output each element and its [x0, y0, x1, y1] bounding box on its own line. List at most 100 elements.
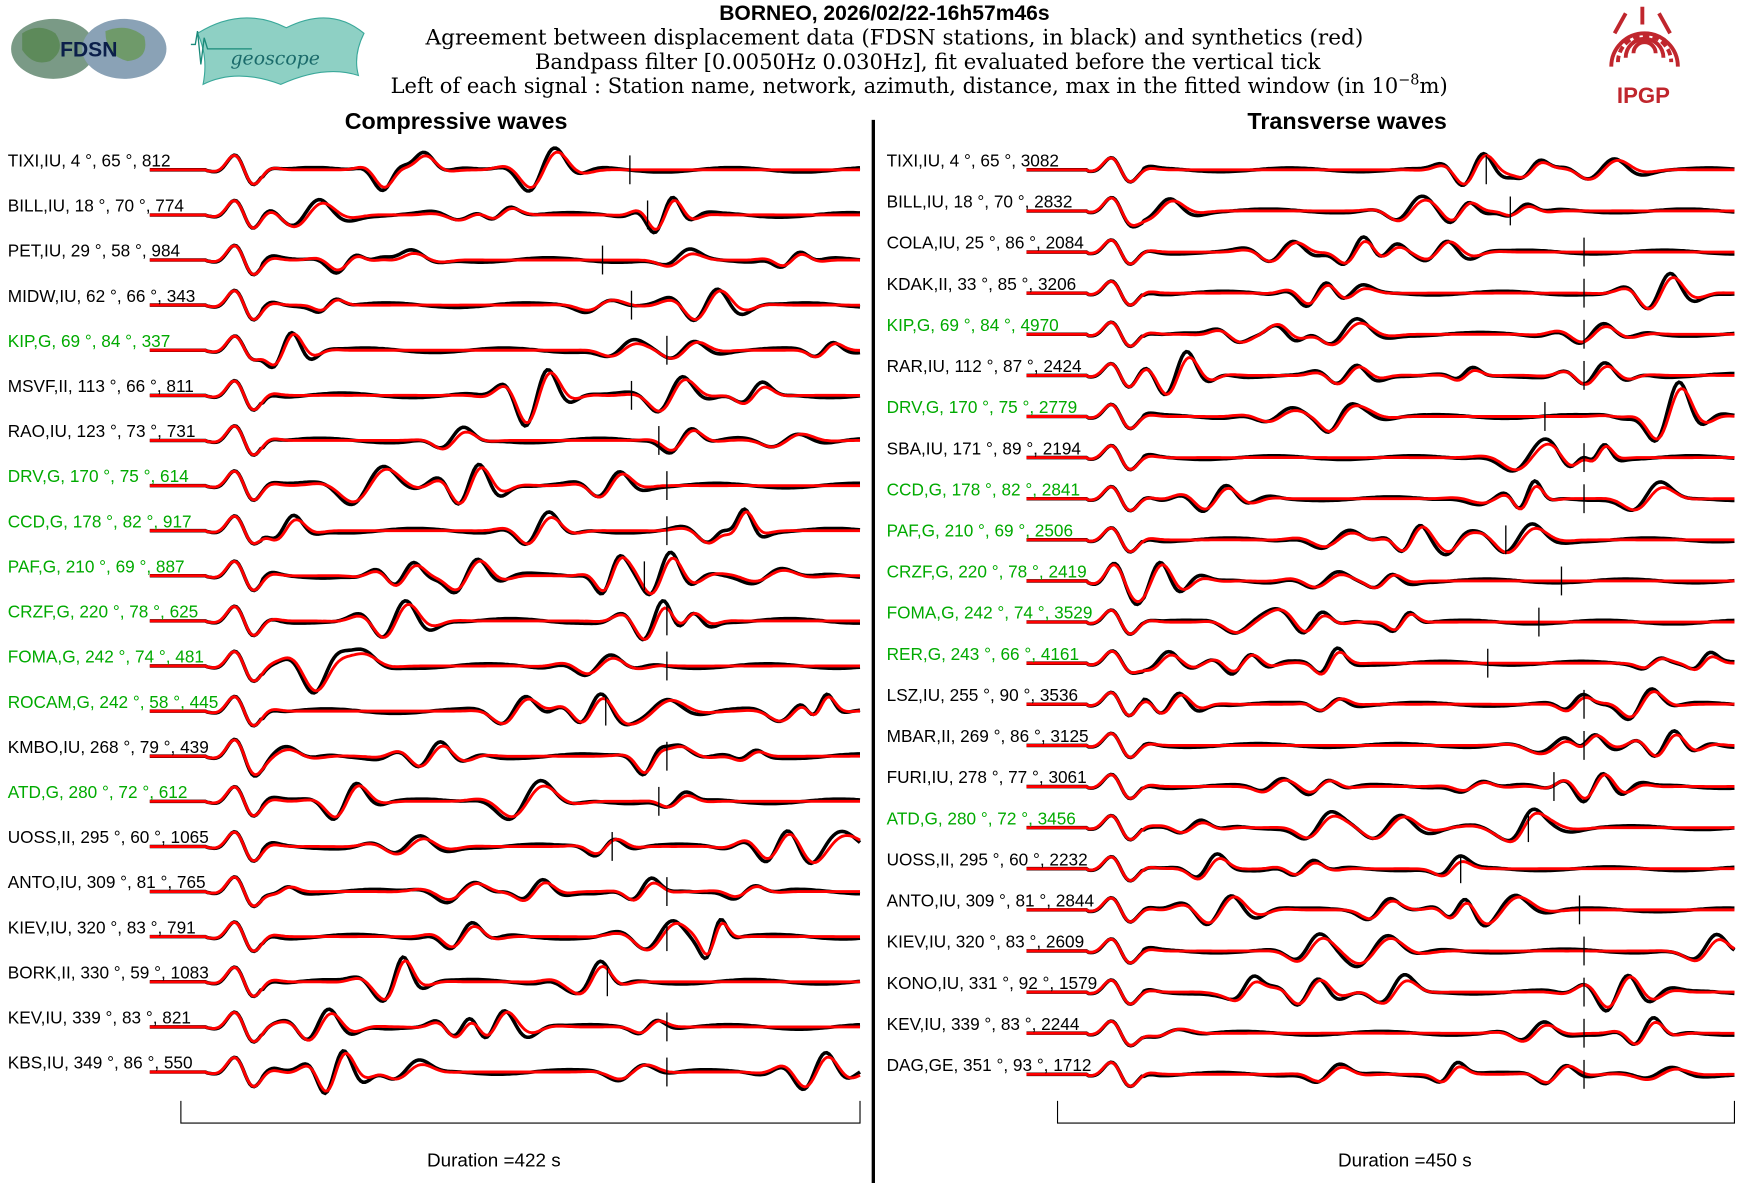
synthetic-trace [1026, 773, 1735, 800]
station-label: KDAK,II, 33 °, 85 °, 3206 [887, 274, 1077, 294]
station-row: UOSS,II, 295 °, 60 °, 2232 [887, 849, 1735, 884]
station-row: KEV,IU, 339 °, 83 °, 2244 [887, 1014, 1735, 1048]
station-row: FOMA,G, 242 °, 74 °, 3529 [887, 603, 1735, 637]
synthetic-trace [1026, 238, 1735, 266]
subtitle-line-1: Agreement between displacement data (FDS… [425, 24, 1364, 49]
synthetic-trace [149, 830, 861, 865]
station-row: SBA,IU, 171 °, 89 °, 2194 [887, 437, 1735, 473]
station-label: KIP,G, 69 °, 84 °, 4970 [887, 315, 1059, 335]
traces: TIXI,IU, 4 °, 65 °, 812 BILL,IU, 18 °, 70… [8, 146, 1736, 1096]
station-row: RAR,IU, 112 °, 87 °, 2424 [887, 349, 1735, 397]
station-row: KDAK,II, 33 °, 85 °, 3206 [887, 271, 1735, 311]
synthetic-trace [1026, 895, 1735, 926]
station-row: KIP,G, 69 °, 84 °, 337 [8, 330, 861, 370]
synthetic-trace [1026, 975, 1735, 1009]
station-row: BORK,II, 330 °, 59 °, 1083 [8, 955, 861, 1004]
svg-text:IPGP: IPGP [1617, 83, 1670, 108]
synthetic-trace [1026, 153, 1735, 186]
station-label: SBA,IU, 171 °, 89 °, 2194 [887, 438, 1082, 458]
station-label: ANTO,IU, 309 °, 81 °, 2844 [887, 891, 1095, 911]
station-row: PET,IU, 29 °, 58 °, 984 [8, 241, 861, 277]
station-row: DRV,G, 170 °, 75 °, 614 [8, 462, 861, 507]
subtitle-line-3-exponent: −8 [1398, 72, 1419, 88]
synthetic-trace [1026, 855, 1735, 883]
subtitle-line-3-unit: m) [1419, 73, 1447, 98]
station-label: RAO,IU, 123 °, 73 °, 731 [8, 421, 196, 441]
data-trace [1026, 646, 1735, 676]
station-label: KEV,IU, 339 °, 83 °, 2244 [887, 1014, 1080, 1034]
synthetic-trace [1026, 356, 1735, 396]
synthetic-trace [149, 920, 861, 957]
station-label: DRV,G, 170 °, 75 °, 614 [8, 466, 189, 486]
synthetic-trace [1026, 1019, 1735, 1047]
station-label: ATD,G, 280 °, 72 °, 3456 [887, 808, 1076, 828]
station-label: KMBO,IU, 268 °, 79 °, 439 [8, 737, 209, 757]
synthetic-trace [149, 784, 861, 819]
station-row: CCD,G, 178 °, 82 °, 917 [8, 507, 861, 547]
station-label: BILL,IU, 18 °, 70 °, 774 [8, 196, 185, 216]
station-row: ANTO,IU, 309 °, 81 °, 2844 [887, 891, 1735, 928]
station-row: KIEV,IU, 320 °, 83 °, 2609 [887, 932, 1736, 969]
station-row: CCD,G, 178 °, 82 °, 2841 [887, 478, 1735, 514]
synthetic-trace [149, 424, 861, 457]
data-trace [1026, 380, 1735, 443]
synthetic-trace [149, 1010, 861, 1044]
station-row: RAO,IU, 123 °, 73 °, 731 [8, 421, 861, 457]
subtitle-line-2: Bandpass filter [0.0050Hz 0.030Hz], fit … [535, 49, 1321, 74]
station-row: LSZ,IU, 255 °, 90 °, 3536 [887, 685, 1735, 722]
station-row: FOMA,G, 242 °, 74 °, 481 [8, 647, 861, 695]
station-label: MSVF,II, 113 °, 66 °, 811 [8, 376, 194, 396]
station-label: RAR,IU, 112 °, 87 °, 2424 [887, 356, 1082, 376]
data-trace [1026, 349, 1735, 397]
synthetic-trace [149, 875, 861, 908]
station-label: TIXI,IU, 4 °, 65 °, 3082 [887, 150, 1059, 170]
synthetic-trace [1026, 690, 1735, 719]
station-row: COLA,IU, 25 °, 86 °, 2084 [887, 233, 1735, 267]
station-label: CCD,G, 178 °, 82 °, 917 [8, 511, 192, 531]
synthetic-trace [1026, 525, 1735, 555]
station-label: CCD,G, 178 °, 82 °, 2841 [887, 479, 1080, 499]
station-row: ATD,G, 280 °, 72 °, 612 [8, 778, 861, 822]
station-label: KEV,IU, 339 °, 83 °, 821 [8, 1008, 191, 1028]
station-label: PAF,G, 210 °, 69 °, 2506 [887, 521, 1073, 541]
subtitle-line-3: Left of each signal : Station name, netw… [391, 72, 1448, 98]
station-label: KONO,IU, 331 °, 92 °, 1579 [887, 973, 1098, 993]
synthetic-trace [1026, 649, 1735, 676]
duration-bracket-transverse [1056, 1100, 1736, 1124]
station-label: UOSS,II, 295 °, 60 °, 2232 [887, 849, 1088, 869]
synthetic-trace [149, 510, 861, 546]
synthetic-trace [1026, 276, 1735, 311]
synthetic-trace [149, 1051, 861, 1093]
ipgp-logo: IPGP [1609, 6, 1680, 108]
data-trace [149, 507, 861, 547]
synthetic-trace [149, 466, 861, 505]
svg-text:FDSN: FDSN [60, 39, 117, 62]
station-label: CRZF,G, 220 °, 78 °, 625 [8, 602, 198, 622]
synthetic-trace [1026, 387, 1735, 441]
duration-bracket-compressive [180, 1100, 861, 1124]
station-label: FURI,IU, 278 °, 77 °, 3061 [887, 767, 1087, 787]
svg-text:geoscope: geoscope [230, 47, 319, 69]
station-label: KIEV,IU, 320 °, 83 °, 2609 [887, 932, 1085, 952]
synthetic-trace [149, 199, 861, 231]
station-row: MIDW,IU, 62 °, 66 °, 343 [8, 286, 861, 323]
station-row: PAF,G, 210 °, 69 °, 2506 [887, 521, 1735, 557]
station-row: CRZF,G, 220 °, 78 °, 2419 [887, 560, 1735, 607]
synthetic-trace [149, 695, 861, 728]
station-row: BILL,IU, 18 °, 70 °, 774 [8, 196, 861, 235]
synthetic-trace [149, 371, 861, 425]
station-label: KBS,IU, 349 °, 86 °, 550 [8, 1053, 193, 1073]
figure-title: BORNEO, 2026/02/22-16h57m46s [719, 2, 1049, 25]
station-row: UOSS,II, 295 °, 60 °, 1065 [8, 827, 862, 866]
station-row: DAG,GE, 351 °, 93 °, 1712 [887, 1055, 1735, 1089]
station-row: ROCAM,G, 242 °, 58 °, 445 [8, 692, 861, 728]
station-row: KMBO,IU, 268 °, 79 °, 439 [8, 737, 861, 778]
synthetic-trace [149, 556, 861, 596]
station-row: KIEV,IU, 320 °, 83 °, 791 [8, 917, 861, 961]
synthetic-trace [149, 603, 861, 641]
synthetic-trace [1026, 936, 1736, 966]
station-row: TIXI,IU, 4 °, 65 °, 3082 [887, 150, 1735, 188]
geoscope-logo: geoscope [190, 17, 365, 86]
station-label: FOMA,G, 242 °, 74 °, 481 [8, 647, 204, 667]
station-label: CRZF,G, 220 °, 78 °, 2419 [887, 562, 1087, 582]
